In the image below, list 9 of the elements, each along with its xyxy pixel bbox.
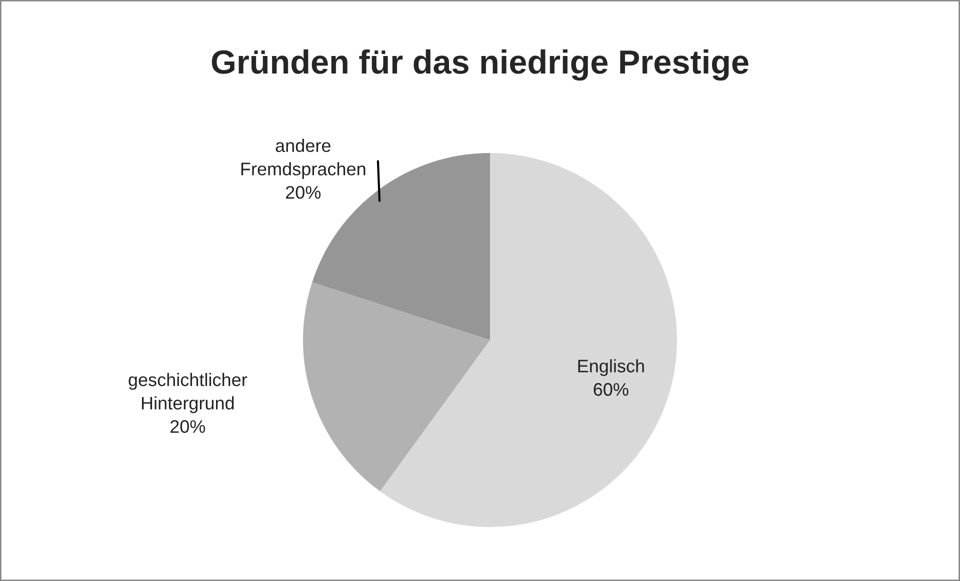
data-label: 20%: [286, 186, 321, 199]
slice-label: Englisch: [578, 359, 644, 376]
data-label: 20%: [170, 420, 206, 433]
pie-slice: [380, 153, 677, 527]
pie-slice: [303, 282, 490, 492]
slice-label: andere Fremdsprachen: [241, 138, 366, 179]
data-label: 60%: [594, 383, 628, 396]
slice-label: geschichtlicher Hintergrund: [128, 372, 248, 414]
chart-title: Gründen für das niedrige Prestige: [212, 49, 748, 81]
